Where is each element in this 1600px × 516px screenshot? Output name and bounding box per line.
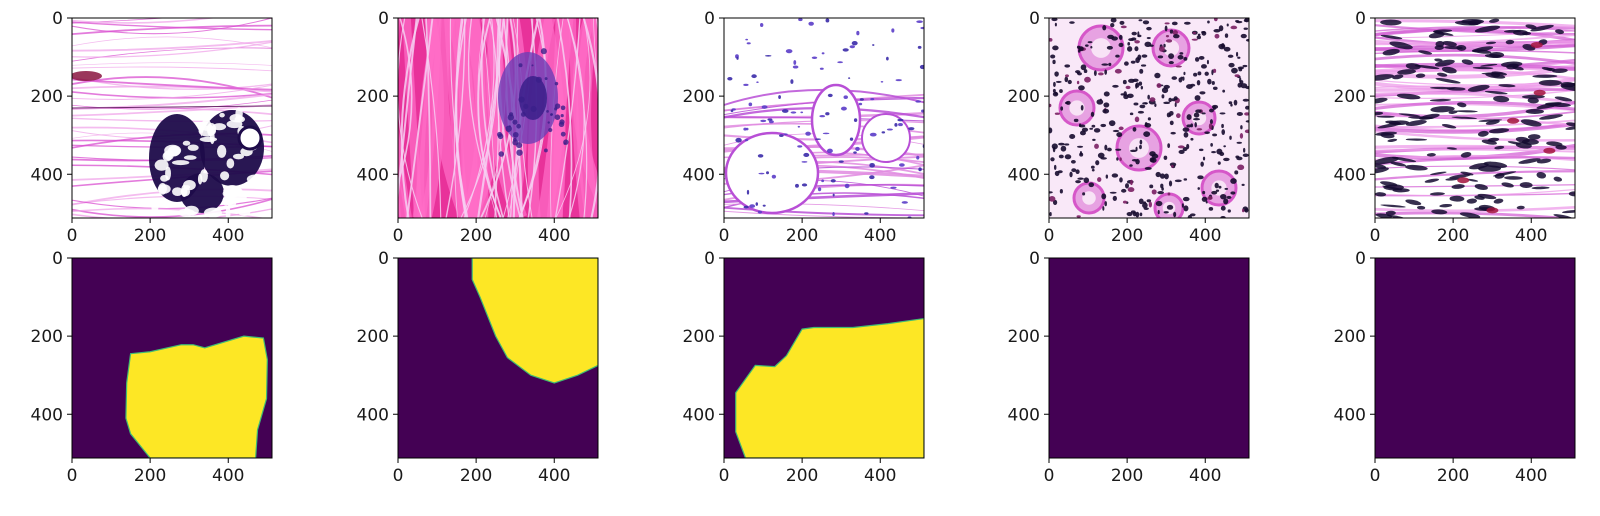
mask-background bbox=[1375, 258, 1575, 458]
y-tick-label: 400 bbox=[31, 405, 63, 425]
x-tick-label: 400 bbox=[864, 226, 896, 246]
axes-frame bbox=[71, 257, 273, 459]
x-tick-label: 400 bbox=[1189, 466, 1221, 486]
y-tick-label: 400 bbox=[31, 165, 63, 185]
tissue-panel-4: 0 200 400 0 200 400 bbox=[1008, 9, 1250, 246]
y-tick-label: 400 bbox=[683, 165, 715, 185]
axes-frame bbox=[1048, 17, 1250, 219]
axes-frame bbox=[1374, 257, 1576, 459]
y-tick-label: 0 bbox=[378, 249, 389, 269]
axes-frame bbox=[723, 257, 925, 459]
x-tick-label: 0 bbox=[1370, 226, 1381, 246]
y-tick-label: 0 bbox=[704, 249, 715, 269]
tissue-panel-5: 0 200 400 0 200 400 bbox=[1334, 9, 1576, 246]
x-tick-label: 400 bbox=[1515, 466, 1547, 486]
mask-region bbox=[125, 335, 268, 458]
y-tick-label: 200 bbox=[683, 87, 715, 107]
y-tick-label: 400 bbox=[1334, 165, 1366, 185]
y-tick-label: 400 bbox=[357, 405, 389, 425]
y-tick-label: 0 bbox=[1355, 249, 1366, 269]
x-tick-label: 200 bbox=[1437, 466, 1469, 486]
y-tick-label: 400 bbox=[1008, 405, 1040, 425]
y-tick-label: 200 bbox=[31, 327, 63, 347]
mask-panel-1: 0 200 400 0 200 400 bbox=[31, 249, 273, 486]
x-tick-label: 200 bbox=[786, 466, 818, 486]
y-tick-label: 0 bbox=[1029, 9, 1040, 29]
x-tick-label: 200 bbox=[460, 226, 492, 246]
x-tick-label: 0 bbox=[1370, 466, 1381, 486]
y-tick-label: 200 bbox=[1008, 87, 1040, 107]
tissue-panel-3: 0 200 400 0 200 400 bbox=[683, 9, 925, 246]
y-tick-label: 200 bbox=[1334, 87, 1366, 107]
y-tick-label: 0 bbox=[704, 9, 715, 29]
mask-panel-4: 0 200 400 0 200 400 bbox=[1008, 249, 1250, 486]
x-tick-label: 0 bbox=[393, 466, 404, 486]
y-tick-label: 200 bbox=[1008, 327, 1040, 347]
x-tick-label: 0 bbox=[719, 466, 730, 486]
y-tick-label: 400 bbox=[357, 165, 389, 185]
x-tick-label: 0 bbox=[1044, 226, 1055, 246]
mask-panel-5: 0 200 400 0 200 400 bbox=[1334, 249, 1576, 486]
y-tick-label: 200 bbox=[1334, 327, 1366, 347]
y-tick-label: 400 bbox=[1334, 405, 1366, 425]
axes-frame bbox=[397, 257, 599, 459]
axes-frame bbox=[1048, 257, 1250, 459]
y-tick-label: 0 bbox=[1029, 249, 1040, 269]
axes-frame bbox=[397, 17, 599, 219]
x-tick-label: 200 bbox=[786, 226, 818, 246]
mask-panel-2: 0 200 400 0 200 400 bbox=[357, 249, 599, 486]
y-tick-label: 400 bbox=[683, 405, 715, 425]
mask-region bbox=[471, 258, 598, 384]
x-tick-label: 400 bbox=[538, 466, 570, 486]
x-tick-label: 400 bbox=[212, 226, 244, 246]
x-tick-label: 200 bbox=[134, 226, 166, 246]
x-tick-label: 200 bbox=[1111, 466, 1143, 486]
x-tick-label: 400 bbox=[864, 466, 896, 486]
x-tick-label: 200 bbox=[1111, 226, 1143, 246]
x-tick-label: 0 bbox=[719, 226, 730, 246]
y-tick-label: 400 bbox=[1008, 165, 1040, 185]
tissue-panel-2: 0 200 400 0 200 400 bbox=[357, 9, 599, 246]
y-tick-label: 0 bbox=[52, 249, 63, 269]
axes-frame bbox=[723, 17, 925, 219]
mask-region bbox=[735, 317, 924, 458]
axes-frame bbox=[1374, 17, 1576, 219]
tissue-panel-1: 0 200 400 0 200 400 bbox=[31, 9, 273, 246]
y-tick-label: 200 bbox=[357, 87, 389, 107]
y-tick-label: 0 bbox=[378, 9, 389, 29]
y-tick-label: 0 bbox=[1355, 9, 1366, 29]
y-tick-label: 200 bbox=[31, 87, 63, 107]
y-tick-label: 200 bbox=[683, 327, 715, 347]
x-tick-label: 0 bbox=[67, 466, 78, 486]
mask-background bbox=[1049, 258, 1249, 458]
x-tick-label: 400 bbox=[212, 466, 244, 486]
x-tick-label: 200 bbox=[1437, 226, 1469, 246]
axes-frame bbox=[71, 17, 273, 219]
x-tick-label: 200 bbox=[460, 466, 492, 486]
x-tick-label: 0 bbox=[1044, 466, 1055, 486]
x-tick-label: 400 bbox=[538, 226, 570, 246]
x-tick-label: 0 bbox=[393, 226, 404, 246]
y-tick-label: 0 bbox=[52, 9, 63, 29]
x-tick-label: 200 bbox=[134, 466, 166, 486]
mask-panel-3: 0 200 400 0 200 400 bbox=[683, 249, 925, 486]
x-tick-label: 400 bbox=[1189, 226, 1221, 246]
x-tick-label: 400 bbox=[1515, 226, 1547, 246]
x-tick-label: 0 bbox=[67, 226, 78, 246]
y-tick-label: 200 bbox=[357, 327, 389, 347]
